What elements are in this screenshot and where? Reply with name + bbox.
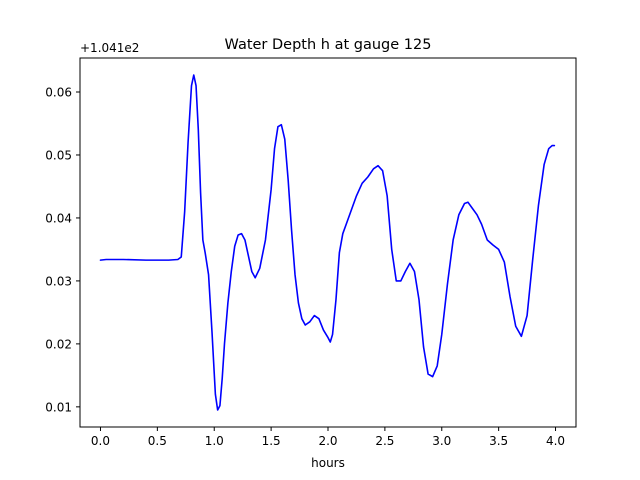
y-axis: 0.01 0.02 0.03 0.04 0.05 0.06 xyxy=(45,86,80,414)
x-tick-label: 0.0 xyxy=(91,434,110,448)
y-tick-label: 0.01 xyxy=(45,400,72,414)
x-tick-label: 1.5 xyxy=(262,434,281,448)
y-tick-label: 0.02 xyxy=(45,337,72,351)
x-tick-label: 3.5 xyxy=(489,434,508,448)
x-tick-label: 2.5 xyxy=(375,434,394,448)
x-axis-label: hours xyxy=(311,456,345,470)
series-line-0 xyxy=(99,74,556,411)
y-tick-label: 0.03 xyxy=(45,274,72,288)
x-tick-label: 4.0 xyxy=(546,434,565,448)
x-tick-label: 2.0 xyxy=(318,434,337,448)
y-tick-label: 0.04 xyxy=(45,211,72,225)
y-axis-offset-label: +1.041e2 xyxy=(80,41,139,55)
y-tick-label: 0.06 xyxy=(45,86,72,100)
x-axis: 0.0 0.5 1.0 1.5 2.0 2.5 3.0 3.5 4.0 xyxy=(91,427,565,448)
y-tick-label: 0.05 xyxy=(45,148,72,162)
chart-title: Water Depth h at gauge 125 xyxy=(225,37,432,53)
x-tick-label: 1.0 xyxy=(205,434,224,448)
x-tick-label: 3.0 xyxy=(432,434,451,448)
x-tick-label: 0.5 xyxy=(148,434,167,448)
plot-area xyxy=(99,74,556,411)
